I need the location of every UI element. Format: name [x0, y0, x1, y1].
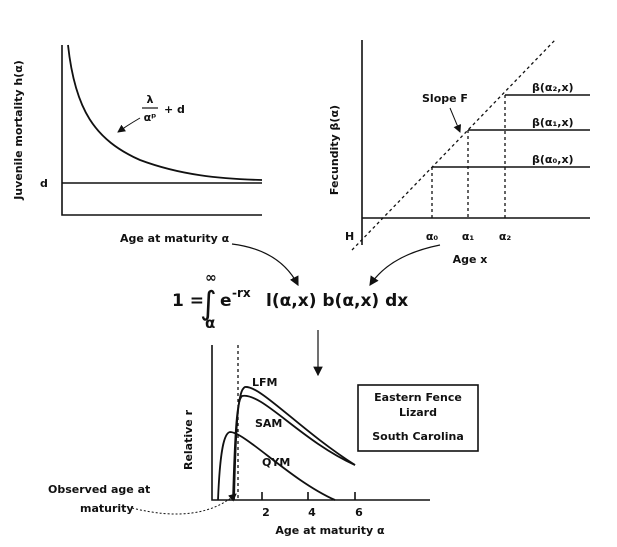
x-tick-label: 2 [262, 506, 270, 519]
formula: λ [147, 93, 154, 106]
y-label: Fecundity β(α) [328, 105, 341, 195]
box-text: South Carolina [372, 430, 464, 443]
x-label: Age at maturity α [120, 232, 230, 245]
line-label: β(α₁,x) [532, 116, 574, 129]
eq-integral: ∫ [200, 284, 217, 322]
eq-lhs: 1 = [172, 291, 204, 311]
d-label: d [40, 177, 48, 190]
x-tick-label: α₁ [462, 230, 475, 243]
slope-line [351, 39, 556, 251]
x-label: Age at maturity α [275, 524, 385, 537]
line-label: β(α₂,x) [532, 81, 574, 94]
eq-lower: α [205, 314, 215, 332]
x-tick-label: α₀ [426, 230, 439, 243]
x-ticks [261, 492, 356, 500]
qym-curve [217, 431, 336, 501]
formula: αᵖ [144, 111, 157, 124]
arrow [231, 243, 299, 287]
legend-box [357, 384, 479, 452]
arrow [369, 244, 441, 286]
curve-label: QYM [262, 456, 290, 469]
y-label: Juvenile mortality h(α) [12, 60, 25, 201]
drop-lines [431, 95, 506, 218]
formula: + d [164, 103, 185, 116]
y-label: Relative r [182, 409, 195, 470]
box-text: Eastern Fence [374, 391, 462, 404]
pointer [131, 493, 237, 515]
observed-label: Observed age at [48, 483, 150, 496]
eq-upper: ∞ [205, 270, 217, 286]
axes [211, 345, 430, 501]
curve-label: SAM [255, 417, 282, 430]
eq-rest: l(α,x) b(α,x) dx [266, 291, 408, 311]
eq-base: e [220, 291, 232, 311]
mortality-curve [67, 44, 263, 181]
slope-label: Slope F [422, 92, 468, 105]
curve-label: LFM [252, 376, 277, 389]
axes [361, 40, 590, 245]
pointer [117, 117, 141, 133]
pointer [449, 107, 461, 133]
panel-b: Fecundity β(α) Slope F β(α₂,x) β(α₁,x) β… [328, 39, 590, 266]
x-tick-label: α₂ [499, 230, 512, 243]
h-label: H [345, 230, 354, 243]
x-tick-label: 4 [308, 506, 316, 519]
observed-label: maturity [80, 502, 134, 515]
sam-curve [232, 395, 356, 501]
fecundity-lines [432, 94, 590, 168]
panel-a: Juvenile mortality h(α) λ αᵖ + d d Age a… [12, 44, 263, 245]
axes [61, 45, 262, 216]
eq-exponent: -rx [232, 286, 251, 300]
x-tick-label: 6 [355, 506, 363, 519]
line-label: β(α₀,x) [532, 153, 574, 166]
box-text: Lizard [399, 406, 437, 419]
equation: 1 = ∫ ∞ α e -rx l(α,x) b(α,x) dx [172, 270, 408, 332]
panel-c: Relative r LFM SAM QYM Eastern Fence Liz… [48, 345, 479, 537]
x-label: Age x [453, 253, 488, 266]
